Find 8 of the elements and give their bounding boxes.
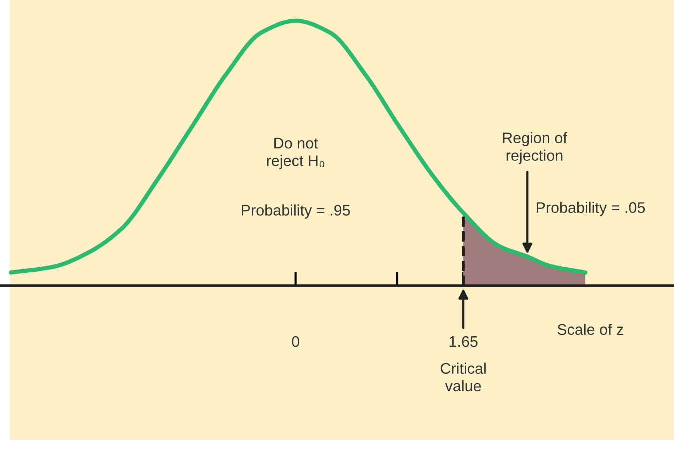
annotation: Probability = .95 [242, 204, 350, 219]
annotation: Do not reject H₀ [267, 138, 324, 170]
annotation: Region of rejection [503, 132, 568, 164]
annotation: Probability = .05 [536, 202, 646, 216]
text: Critical value [441, 362, 486, 392]
x-tick-label: 1.65 [450, 336, 478, 348]
x-axis-title: Scale of z [558, 324, 624, 336]
x-tick-label: 0 [292, 336, 300, 348]
